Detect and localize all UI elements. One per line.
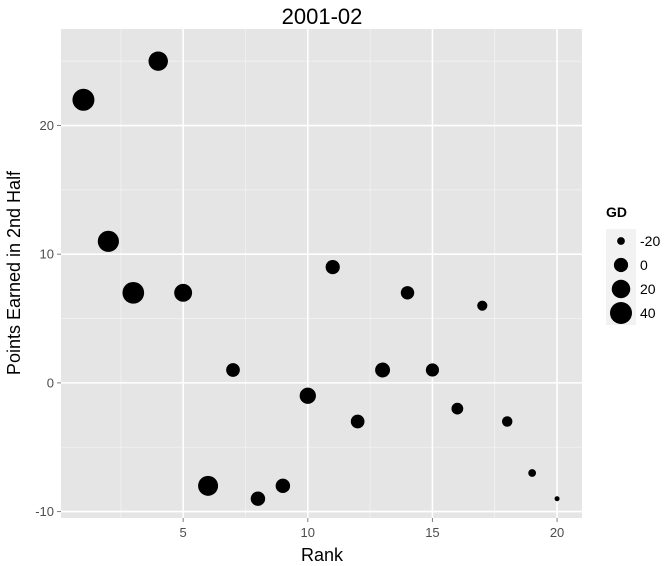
legend-label: 40 bbox=[640, 305, 656, 321]
legend-key-symbol bbox=[611, 279, 631, 299]
grid-major bbox=[61, 29, 582, 518]
x-axis: 5 10 15 20 bbox=[180, 518, 564, 540]
data-point bbox=[375, 362, 391, 378]
legend-key-symbol bbox=[613, 257, 629, 273]
data-point bbox=[148, 51, 168, 71]
data-point bbox=[425, 363, 440, 377]
y-tick-label: -10 bbox=[35, 504, 54, 519]
x-tick-label: 15 bbox=[425, 525, 439, 540]
data-points bbox=[72, 51, 560, 506]
x-tick-label: 5 bbox=[180, 525, 187, 540]
legend-title: GD bbox=[606, 204, 627, 220]
legend-key-symbol bbox=[610, 302, 632, 324]
y-axis-label: Points Earned in 2nd Half bbox=[4, 170, 24, 375]
data-point bbox=[250, 491, 266, 506]
legend-label: 20 bbox=[640, 281, 656, 297]
data-point bbox=[97, 230, 119, 252]
data-point bbox=[477, 300, 488, 311]
legend-label: 0 bbox=[640, 257, 648, 273]
legend-keys: -20 0 20 40 bbox=[606, 229, 660, 325]
chart-title: 2001-02 bbox=[282, 4, 363, 29]
data-point bbox=[400, 286, 415, 300]
data-point bbox=[299, 387, 316, 404]
data-point bbox=[174, 283, 193, 302]
y-tick-label: 10 bbox=[40, 247, 54, 262]
data-point bbox=[528, 469, 537, 477]
x-tick-label: 20 bbox=[550, 525, 564, 540]
data-point bbox=[198, 475, 219, 496]
y-axis: -10 0 10 20 bbox=[35, 118, 61, 519]
data-point bbox=[226, 363, 240, 377]
legend-key-symbol bbox=[617, 237, 625, 245]
data-point bbox=[275, 478, 291, 494]
data-point bbox=[325, 259, 340, 275]
legend: GD -20 0 20 40 bbox=[606, 204, 660, 325]
data-point bbox=[554, 496, 560, 502]
y-tick-label: 0 bbox=[47, 375, 54, 390]
data-point bbox=[72, 88, 95, 111]
data-point bbox=[501, 416, 513, 427]
x-axis-label: Rank bbox=[301, 545, 344, 565]
x-tick-label: 10 bbox=[301, 525, 315, 540]
plot-panel bbox=[61, 29, 582, 518]
grid-minor bbox=[61, 29, 582, 518]
data-point bbox=[451, 402, 464, 415]
data-point bbox=[350, 414, 365, 429]
legend-label: -20 bbox=[640, 233, 660, 249]
y-tick-label: 20 bbox=[40, 118, 54, 133]
data-point bbox=[122, 281, 145, 304]
